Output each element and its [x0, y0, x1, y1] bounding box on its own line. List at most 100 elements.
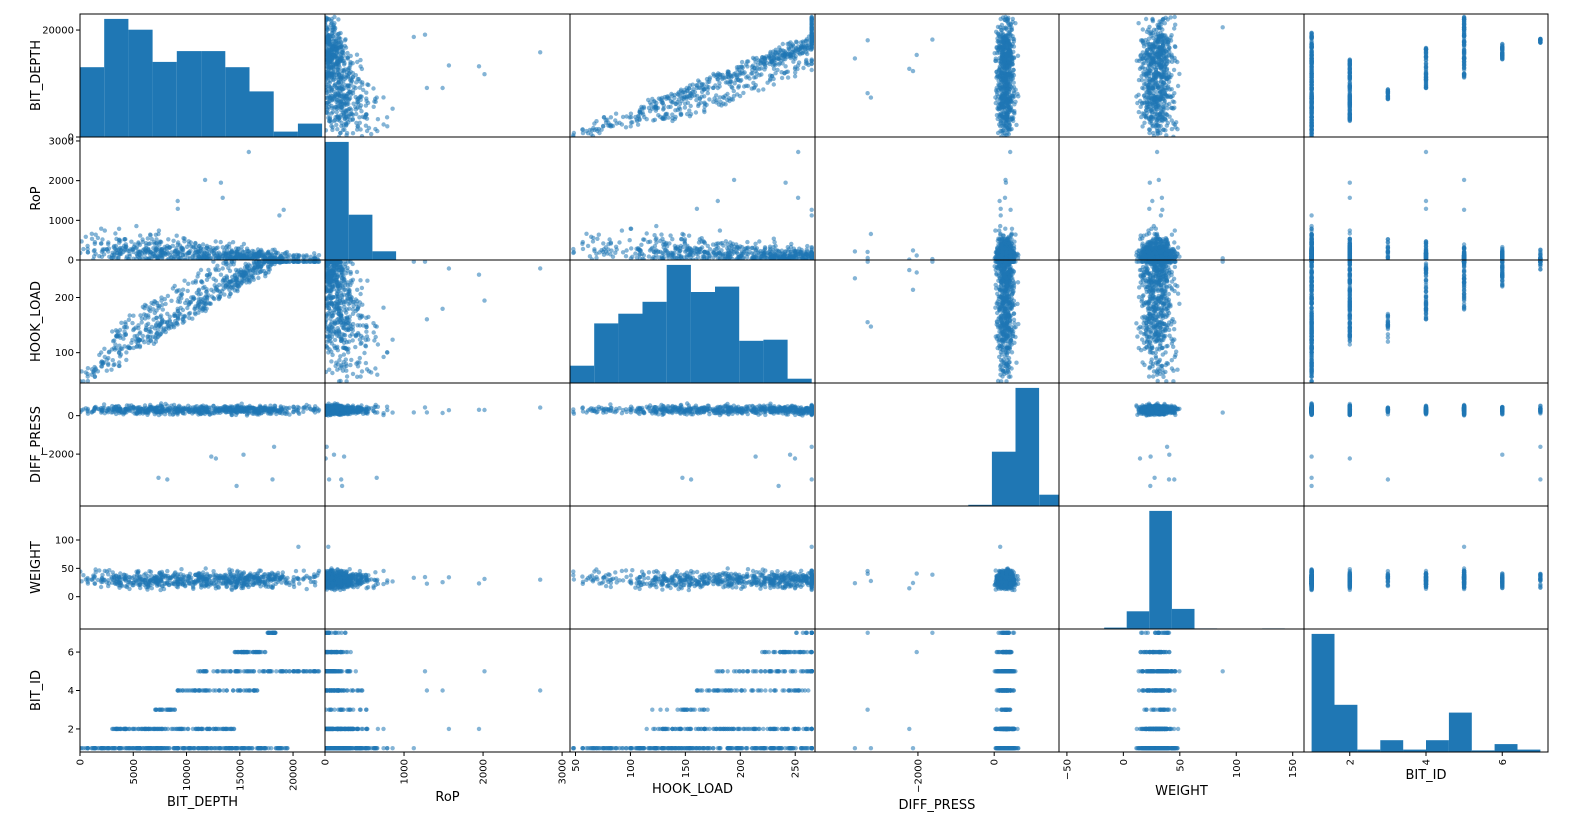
scatter-point	[80, 250, 83, 256]
scatter-point	[1309, 38, 1314, 44]
scatter-point	[331, 77, 336, 83]
scatter-point	[171, 238, 176, 243]
scatter-point	[1002, 70, 1008, 75]
scatter-point	[804, 57, 809, 63]
scatter-point	[726, 248, 731, 253]
scatter-point	[745, 83, 751, 89]
scatter-point	[725, 91, 730, 97]
scatter-point	[584, 231, 589, 236]
scatter-point	[747, 76, 752, 81]
scatter-point	[580, 127, 585, 132]
scatter-point	[112, 243, 117, 249]
scatter-point	[390, 106, 395, 111]
scatter-point	[241, 241, 247, 247]
scatter-point	[676, 105, 682, 110]
scatter-point	[350, 112, 355, 118]
scatter-point	[717, 95, 723, 100]
scatter-point	[1151, 134, 1157, 137]
scatter-point	[1147, 24, 1152, 30]
scatter-point	[233, 250, 239, 255]
scatter-point	[658, 238, 663, 244]
scatter-point	[99, 226, 104, 231]
scatter-point	[914, 52, 919, 58]
scatter-point	[1423, 64, 1429, 70]
scatter-point	[1173, 22, 1178, 27]
scatter-point	[218, 239, 223, 245]
scatter-point	[757, 239, 762, 244]
scatter-point	[1423, 61, 1429, 66]
scatter-point	[802, 250, 808, 255]
scatter-point	[81, 246, 86, 252]
scatter-point	[998, 223, 1003, 229]
scatter-point	[930, 37, 935, 42]
scatter-point	[620, 114, 626, 120]
scatter-point	[751, 255, 756, 260]
scatter-point	[343, 123, 349, 128]
scatter-point	[571, 133, 576, 137]
scatter-point	[999, 70, 1004, 75]
scatter-point	[363, 112, 369, 117]
scatter-point	[107, 254, 112, 259]
scatter-point	[144, 243, 149, 248]
scatter-bit_depth-vs-bit_id	[1309, 14, 1543, 137]
scatter-point	[1145, 40, 1151, 45]
scatter-point	[229, 248, 235, 253]
scatter-point	[1423, 77, 1429, 83]
scatter-point	[809, 33, 814, 38]
scatter-point	[326, 16, 331, 22]
scatter-point	[1161, 16, 1166, 22]
scatter-point	[250, 255, 256, 260]
scatter-point	[113, 231, 118, 236]
scatter-point	[785, 41, 790, 47]
scatter-point	[138, 233, 143, 238]
scatter-point	[702, 101, 708, 107]
scatter-point	[1140, 56, 1145, 61]
scatter-point	[996, 33, 1001, 38]
scatter-point	[346, 113, 351, 119]
scatter-point	[1147, 101, 1153, 107]
scatter-point	[865, 249, 870, 255]
scatter-point	[742, 70, 747, 75]
scatter-point	[124, 254, 130, 259]
scatter-point	[664, 249, 670, 254]
scatter-point	[1144, 47, 1150, 53]
scatter-point	[330, 97, 335, 102]
scatter-point	[353, 85, 358, 91]
scatter-point	[339, 44, 344, 49]
scatter-point	[688, 254, 693, 259]
scatter-point	[1140, 124, 1145, 129]
scatter-point	[326, 69, 331, 74]
scatter-point	[809, 213, 814, 218]
scatter-point	[134, 223, 139, 229]
scatter-point	[995, 72, 1000, 77]
scatter-point	[679, 98, 684, 104]
scatter-point	[639, 104, 644, 110]
scatter-point	[213, 239, 218, 244]
scatter-point	[384, 115, 390, 120]
scatter-point	[202, 250, 207, 256]
scatter-point	[595, 236, 600, 241]
scatter-point	[682, 95, 687, 100]
scatter-point	[800, 256, 806, 260]
scatter-point	[1147, 88, 1152, 94]
scatter-point	[678, 248, 683, 253]
scatter-point	[1309, 115, 1314, 120]
scatter-point	[740, 65, 745, 70]
scatter-point	[1152, 52, 1158, 57]
scatter-point	[342, 61, 347, 66]
scatter-point	[910, 248, 916, 253]
scatter-point	[1134, 58, 1140, 63]
scatter-point	[538, 50, 543, 55]
scatter-point	[279, 256, 284, 260]
scatter-point	[710, 242, 716, 247]
scatter-point	[1010, 16, 1015, 22]
scatter-point	[175, 206, 180, 211]
scatter-point	[359, 134, 365, 137]
scatter-point	[995, 87, 1001, 93]
scatter-point	[1385, 90, 1391, 95]
scatter-point	[335, 70, 341, 75]
scatter-point	[1136, 21, 1141, 26]
scatter-point	[759, 66, 764, 71]
scatter-point	[332, 24, 337, 30]
scatter-point	[354, 52, 360, 57]
